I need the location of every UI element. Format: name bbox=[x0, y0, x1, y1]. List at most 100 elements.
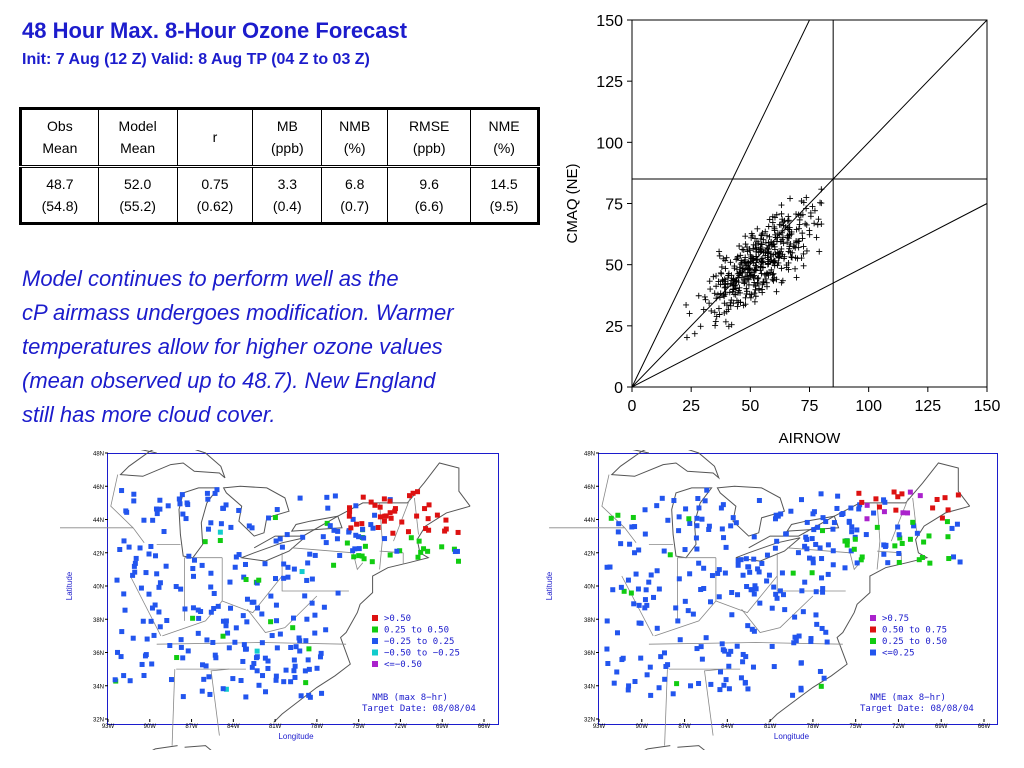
legend-label: 0.25 to 0.50 bbox=[882, 637, 947, 647]
monitor-site bbox=[304, 616, 310, 622]
header-cell: RMSE (ppb) bbox=[387, 108, 472, 168]
monitor-site bbox=[858, 557, 864, 563]
value-line: (9.5) bbox=[489, 197, 519, 214]
value-line: (0.62) bbox=[196, 197, 234, 214]
monitor-site bbox=[629, 524, 635, 530]
monitor-site bbox=[392, 508, 398, 514]
state-border bbox=[281, 552, 349, 592]
monitor-site bbox=[905, 510, 911, 516]
commentary-line: Model continues to perform well as the bbox=[22, 266, 399, 291]
monitor-site bbox=[771, 664, 777, 670]
monitor-site bbox=[642, 531, 648, 537]
monitor-site bbox=[178, 586, 184, 592]
lon-tick-label: 66W bbox=[478, 724, 491, 730]
monitor-site bbox=[190, 573, 196, 579]
table-header-row: Obs Mean Model Mean r MB (ppb) NMB (%) RMSE (… bbox=[20, 108, 539, 168]
data-point bbox=[711, 290, 718, 297]
monitor-site bbox=[743, 556, 749, 562]
data-point bbox=[743, 244, 750, 251]
data-point bbox=[773, 288, 780, 295]
monitor-site bbox=[656, 685, 662, 691]
data-point bbox=[813, 234, 820, 241]
monitor-site bbox=[729, 612, 735, 618]
value-line: (0.4) bbox=[272, 197, 302, 214]
monitor-site bbox=[632, 678, 638, 684]
monitor-site bbox=[152, 602, 158, 608]
monitor-site bbox=[769, 605, 775, 611]
monitor-site bbox=[309, 576, 315, 582]
monitor-site bbox=[154, 511, 160, 517]
data-point bbox=[760, 248, 767, 255]
data-point bbox=[778, 210, 785, 217]
monitor-site bbox=[335, 590, 341, 596]
data-point bbox=[803, 205, 810, 212]
value-line: (0.7) bbox=[340, 197, 370, 214]
legend-swatch bbox=[372, 626, 378, 633]
monitor-site bbox=[254, 580, 260, 586]
monitor-site bbox=[694, 646, 700, 652]
data-point bbox=[816, 248, 823, 255]
header-cell: NMB (%) bbox=[321, 108, 389, 168]
data-point bbox=[765, 248, 772, 255]
monitor-site bbox=[685, 608, 691, 614]
data-point bbox=[762, 228, 769, 235]
value-cell: 0.75 (0.62) bbox=[176, 165, 254, 224]
data-point bbox=[722, 265, 729, 272]
data-point bbox=[744, 269, 751, 276]
data-point bbox=[747, 294, 754, 301]
monitor-site bbox=[734, 643, 740, 649]
monitor-site bbox=[677, 637, 683, 643]
monitor-site bbox=[848, 548, 854, 554]
monitor-site bbox=[745, 623, 751, 629]
data-point bbox=[762, 271, 769, 278]
header-line: RMSE bbox=[408, 118, 450, 135]
monitor-site bbox=[626, 683, 632, 689]
monitor-site bbox=[228, 524, 234, 530]
data-point bbox=[778, 245, 785, 252]
lat-tick-label: 40N bbox=[584, 585, 595, 591]
data-point bbox=[736, 272, 743, 279]
data-point bbox=[725, 306, 732, 313]
monitor-site bbox=[133, 555, 139, 561]
monitor-site bbox=[353, 503, 359, 509]
data-point bbox=[815, 216, 822, 223]
monitor-site bbox=[299, 569, 305, 575]
monitor-site bbox=[455, 558, 461, 564]
monitor-site bbox=[157, 497, 163, 503]
data-point bbox=[766, 258, 773, 265]
data-point bbox=[710, 273, 717, 280]
monitor-site bbox=[382, 536, 388, 542]
monitor-site bbox=[240, 613, 246, 619]
monitor-site bbox=[394, 548, 400, 554]
coastline bbox=[677, 745, 706, 750]
monitor-site bbox=[696, 560, 702, 566]
monitor-site bbox=[324, 520, 330, 526]
data-point bbox=[795, 211, 802, 218]
monitor-site bbox=[439, 544, 445, 550]
state-border bbox=[162, 575, 283, 637]
data-point bbox=[780, 240, 787, 247]
monitor-site bbox=[233, 554, 239, 560]
lat-tick-label: 34N bbox=[584, 684, 595, 690]
monitor-site bbox=[811, 527, 817, 533]
monitor-site bbox=[658, 654, 664, 660]
monitor-site bbox=[157, 624, 163, 630]
monitor-site bbox=[945, 534, 951, 540]
monitor-site bbox=[232, 639, 238, 645]
monitor-site bbox=[722, 570, 728, 576]
data-point bbox=[733, 266, 740, 273]
value-cell: 6.8 (0.7) bbox=[321, 165, 389, 224]
scatter-plot: 0 25 50 75 100 125 150 0 25 50 75 100 125 150 AIRNOW CM… bbox=[564, 13, 1000, 447]
monitor-site bbox=[452, 549, 458, 555]
monitor-site bbox=[425, 548, 431, 554]
monitor-site bbox=[814, 621, 820, 627]
state-border bbox=[393, 497, 411, 542]
monitor-site bbox=[346, 528, 352, 534]
y-tick-label: 100 bbox=[596, 135, 623, 152]
data-point bbox=[786, 231, 793, 238]
data-point bbox=[746, 266, 753, 273]
monitor-site bbox=[157, 506, 163, 512]
monitor-site bbox=[388, 515, 394, 521]
monitor-site bbox=[297, 648, 303, 654]
data-point bbox=[754, 225, 761, 232]
